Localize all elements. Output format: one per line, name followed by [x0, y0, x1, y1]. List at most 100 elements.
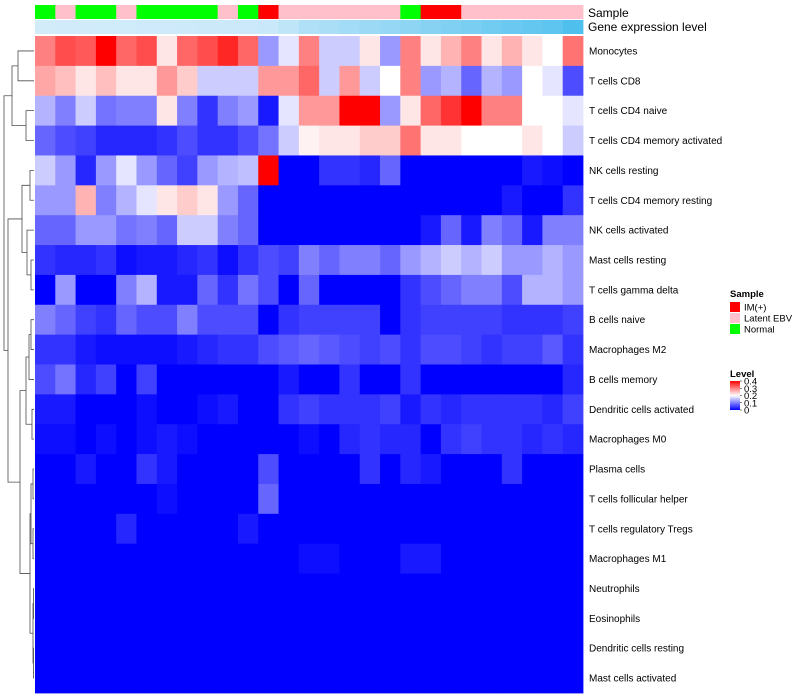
heatmap-cell: [319, 215, 340, 246]
heatmap-cell: [35, 603, 56, 634]
heatmap-cell: [55, 334, 76, 365]
heatmap-cell: [481, 334, 503, 365]
heatmap-cell: [258, 483, 279, 515]
heatmap-cell: [75, 274, 97, 306]
heatmap-cell: [156, 424, 178, 455]
heatmap-cell: [298, 65, 320, 97]
heatmap-cell: [95, 364, 117, 395]
heatmap-cell: [156, 274, 178, 306]
heatmap-cell: [136, 245, 158, 276]
heatmap-cell: [420, 364, 442, 395]
dendrogram-branch: [32, 528, 34, 560]
heatmap-cell: [136, 334, 158, 365]
heatmap-cell: [177, 454, 198, 485]
heatmap-cell: [197, 424, 219, 455]
heatmap-cell: [339, 543, 361, 574]
heatmap-cell: [440, 304, 462, 336]
heatmap-cell: [522, 573, 543, 604]
heatmap-cell: [278, 215, 300, 246]
gene-expression-cell: [75, 20, 97, 34]
heatmap-cell: [95, 334, 117, 365]
heatmap-cell: [400, 364, 422, 395]
heatmap-cell: [177, 633, 198, 664]
heatmap-cell: [420, 633, 442, 664]
heatmap-cell: [461, 334, 482, 365]
heatmap-cell: [35, 155, 56, 186]
heatmap-cell: [298, 663, 320, 694]
heatmap-cell: [156, 573, 178, 604]
sample-annotation-cell: [440, 5, 462, 19]
row-labels: Monocytes T cells CD8 T cells CD4 naive T c…: [589, 46, 722, 684]
heatmap-cell: [562, 215, 584, 246]
heatmap-cell: [75, 483, 97, 515]
heatmap-cell: [542, 334, 564, 365]
heatmap-cell: [400, 274, 422, 306]
heatmap-cell: [339, 215, 361, 246]
row-label: T cells CD8: [589, 76, 641, 87]
heatmap-cell: [440, 513, 462, 545]
heatmap-cell: [217, 663, 239, 694]
row-label: T cells follicular helper: [589, 494, 688, 505]
heatmap-cell: [461, 364, 482, 395]
heatmap-cell: [380, 483, 401, 515]
heatmap-cell: [197, 304, 219, 336]
heatmap-cell: [177, 543, 198, 574]
heatmap-cell: [298, 36, 320, 67]
heatmap-cell: [197, 334, 219, 365]
heatmap-cell: [156, 483, 178, 515]
sample-annotation-cell: [55, 5, 76, 19]
heatmap-cell: [461, 304, 482, 336]
heatmap-cell: [136, 364, 158, 395]
heatmap-cell: [481, 274, 503, 306]
heatmap-cell: [298, 603, 320, 634]
heatmap-cell: [319, 394, 340, 425]
heatmap-cell: [217, 274, 239, 306]
heatmap-cell: [55, 274, 76, 306]
heatmap-cell: [197, 185, 219, 216]
heatmap-cell: [420, 483, 442, 515]
heatmap-cell: [380, 155, 401, 186]
heatmap-cell: [177, 245, 198, 276]
heatmap-cell: [55, 603, 76, 634]
heatmap-cell: [461, 454, 482, 485]
heatmap-cell: [542, 513, 564, 545]
gene-expression-cell: [55, 20, 76, 34]
sample-annotation-cell: [116, 5, 137, 19]
heatmap-cell: [562, 245, 584, 276]
heatmap-cell: [197, 663, 219, 694]
heatmap-cell: [522, 543, 543, 574]
heatmap-cell: [542, 125, 564, 156]
heatmap-cell: [420, 543, 442, 574]
heatmap-cell: [542, 543, 564, 574]
heatmap-cell: [177, 573, 198, 604]
heatmap-cell: [400, 334, 422, 365]
heatmap-cell: [278, 394, 300, 425]
heatmap-cell: [339, 483, 361, 515]
level-legend-tick-label: 0: [744, 406, 749, 417]
row-label: NK cells resting: [589, 166, 658, 177]
heatmap-cell: [501, 603, 523, 634]
heatmap-cell: [562, 274, 584, 306]
heatmap-cell: [156, 155, 178, 186]
heatmap-cell: [501, 95, 523, 126]
gene-expression-cell: [319, 20, 340, 34]
heatmap-cell: [542, 364, 564, 395]
heatmap-cell: [339, 663, 361, 694]
heatmap-cell: [258, 245, 279, 276]
heatmap-cell: [359, 36, 381, 67]
heatmap-cell: [298, 334, 320, 365]
heatmap-cell: [177, 36, 198, 67]
heatmap-cell: [55, 543, 76, 574]
sample-annotation-cell: [136, 5, 158, 19]
level-legend-tick-label: 0.2: [744, 391, 757, 402]
dendrogram-branch: [3, 95, 12, 351]
heatmap-cell: [35, 394, 56, 425]
heatmap-cell: [278, 95, 300, 126]
row-label: Eosinophils: [589, 614, 640, 625]
heatmap-cell: [440, 394, 462, 425]
heatmap-cell: [501, 513, 523, 545]
heatmap-cell: [380, 573, 401, 604]
heatmap-cell: [258, 65, 279, 97]
heatmap-cell: [319, 603, 340, 634]
